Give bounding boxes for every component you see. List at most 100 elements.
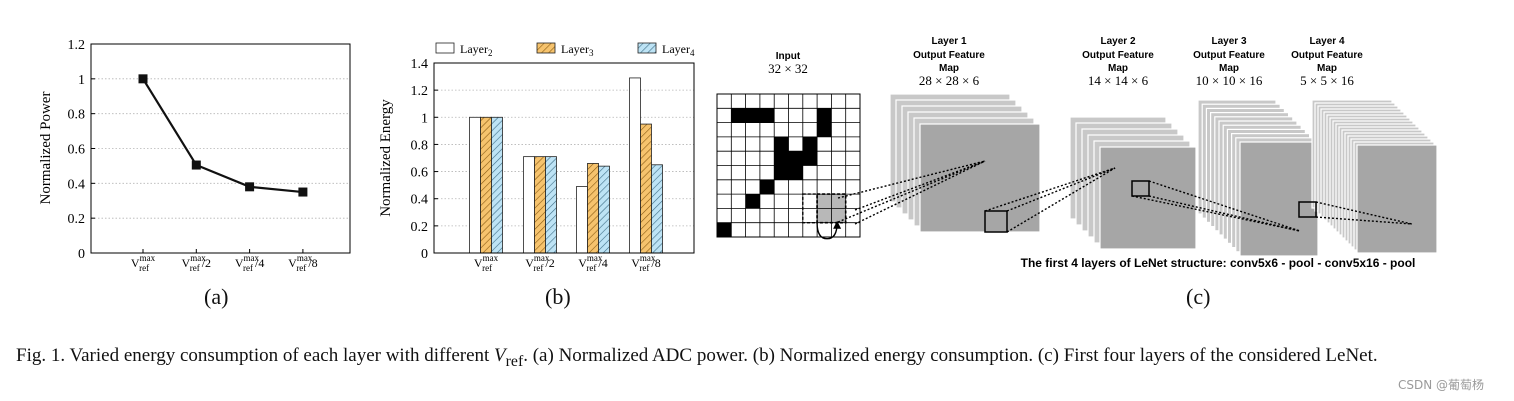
caption-var: V xyxy=(494,345,506,366)
bar-layer2-0 xyxy=(469,116,481,254)
proj-1-3 xyxy=(854,160,986,225)
lenet-structure-note: The first 4 layers of LeNet structure: c… xyxy=(1021,256,1416,270)
input-pixel-14 xyxy=(717,222,732,237)
input-pixel-12 xyxy=(759,179,775,195)
x-tick-b-1: Vmax ref/2 xyxy=(525,253,555,273)
layer-subtitle-1: Output Feature xyxy=(913,50,985,61)
bar-layer2-3 xyxy=(629,77,641,254)
y-tick-b-6: 1.2 xyxy=(411,84,429,99)
proj-4-1 xyxy=(1315,216,1413,225)
layer2-map-5 xyxy=(1099,146,1197,250)
layer2-window xyxy=(1131,180,1150,197)
legend-label-2: Layer4 xyxy=(662,42,695,58)
x-tick-b-2: Vmax ref/4 xyxy=(578,253,608,273)
bar-layer2-1 xyxy=(523,156,535,254)
y-axis-label-b: Normalized Energy xyxy=(378,99,394,217)
layer-title-2: Layer 2 xyxy=(1100,36,1135,47)
layer-map-3: Map xyxy=(1219,63,1239,74)
input-pixel-11 xyxy=(788,165,803,180)
bar-layer4-3 xyxy=(651,164,663,254)
bar-layer4-1 xyxy=(545,156,557,254)
proj-2-0 xyxy=(984,167,1116,212)
legend-label-0: Layer2 xyxy=(460,42,492,58)
layer-title-3: Layer 3 xyxy=(1211,36,1246,47)
subfigure-label-c: (c) xyxy=(1186,284,1211,309)
layer-title-4: Layer 4 xyxy=(1309,36,1344,47)
y-tick-a-2: 0.4 xyxy=(68,177,86,192)
legend-label-1: Layer3 xyxy=(561,42,594,58)
bar-layer3-2 xyxy=(587,163,599,254)
input-pixel-5 xyxy=(774,136,789,152)
y-tick-a-5: 1 xyxy=(78,73,85,88)
y-tick-a-1: 0.2 xyxy=(68,212,86,227)
power-point-0 xyxy=(138,74,148,84)
bar-layer2-2 xyxy=(576,186,588,254)
proj-2-2 xyxy=(1006,167,1116,233)
power-point-1 xyxy=(191,160,201,170)
proj-1-1 xyxy=(854,160,986,211)
input-size: 32 × 32 xyxy=(768,61,808,76)
proj-3-2 xyxy=(1131,195,1301,232)
x-tick-b-0: Vmax ref xyxy=(474,253,499,273)
layer1-window xyxy=(984,210,1008,233)
layer-subtitle-3: Output Feature xyxy=(1193,50,1265,61)
input-title: Input xyxy=(776,51,801,62)
x-tick-a-0: Vmax ref xyxy=(131,253,156,273)
layer-subtitle-2: Output Feature xyxy=(1082,50,1154,61)
y-tick-b-2: 0.4 xyxy=(411,193,429,208)
y-tick-b-5: 1 xyxy=(421,111,428,126)
caption-rest: . (a) Normalized ADC power. (b) Normaliz… xyxy=(523,345,1378,366)
x-tick-a-3: Vmax ref/8 xyxy=(288,253,318,273)
bar-layer3-3 xyxy=(640,123,652,254)
input-pixel-9 xyxy=(802,151,818,166)
layer-title-1: Layer 1 xyxy=(931,36,966,47)
y-tick-b-4: 0.8 xyxy=(411,138,429,153)
caption-var-sub: ref xyxy=(505,352,524,370)
layer3-window xyxy=(1298,201,1317,218)
subfigure-label-a: (a) xyxy=(204,284,229,309)
subfigure-label-b: (b) xyxy=(545,284,571,309)
bar-layer4-2 xyxy=(598,165,610,254)
layer-map-4: Map xyxy=(1317,63,1337,74)
y-tick-b-0: 0 xyxy=(421,247,428,262)
chart-b-energy: 0 0.2 0.4 0.6 0.8 1 1.2 1.4 Vmax ref Vmax ref/2 Vmax… xyxy=(378,42,695,273)
stride-arrowhead xyxy=(833,220,842,229)
kernel-prev-outline xyxy=(802,193,818,224)
chart-a-power: 0 0.2 0.4 0.6 0.8 1 1.2 Vmax ref Vmax ref/2 Vmax ref… xyxy=(38,38,351,273)
layer3-map-10 xyxy=(1239,141,1319,257)
power-point-2 xyxy=(245,182,255,192)
proj-1-2 xyxy=(837,160,986,223)
x-tick-a-1: Vmax ref/2 xyxy=(182,253,212,273)
legend-swatch-0 xyxy=(435,42,455,54)
y-tick-b-3: 0.6 xyxy=(411,166,429,181)
proj-4-0 xyxy=(1315,201,1413,225)
bar-layer3-1 xyxy=(534,156,546,254)
stride-arrow xyxy=(816,222,838,240)
input-pixel-13 xyxy=(745,194,760,209)
y-tick-b-1: 0.2 xyxy=(411,220,429,235)
power-line xyxy=(142,78,304,194)
layer-size-3: 10 × 10 × 16 xyxy=(1196,73,1263,88)
figure-caption: Fig. 1. Varied energy consumption of eac… xyxy=(16,344,1486,373)
input-pixel-1 xyxy=(745,108,760,123)
proj-1-0 xyxy=(837,160,986,199)
bar-layer3-0 xyxy=(480,116,492,254)
kernel-outline xyxy=(816,193,847,224)
input-pixel-3 xyxy=(817,108,832,123)
input-pixel-8 xyxy=(788,151,803,166)
layer-map-2: Map xyxy=(1108,63,1128,74)
bar-layer4-0 xyxy=(491,116,503,254)
layer-size-1: 28 × 28 × 6 xyxy=(919,73,980,88)
layer-subtitle-4: Output Feature xyxy=(1291,50,1363,61)
x-tick-a-2: Vmax ref/4 xyxy=(235,253,265,273)
input-pixel-6 xyxy=(802,136,818,152)
proj-3-0 xyxy=(1148,180,1301,232)
input-pixel-2 xyxy=(759,108,775,123)
caption-prefix: Fig. 1. Varied energy consumption of eac… xyxy=(16,345,495,366)
y-axis-label-a: Normalized Power xyxy=(38,92,54,205)
y-tick-a-6: 1.2 xyxy=(68,38,86,53)
y-tick-a-4: 0.8 xyxy=(68,108,86,123)
input-pixel-4 xyxy=(817,122,832,137)
